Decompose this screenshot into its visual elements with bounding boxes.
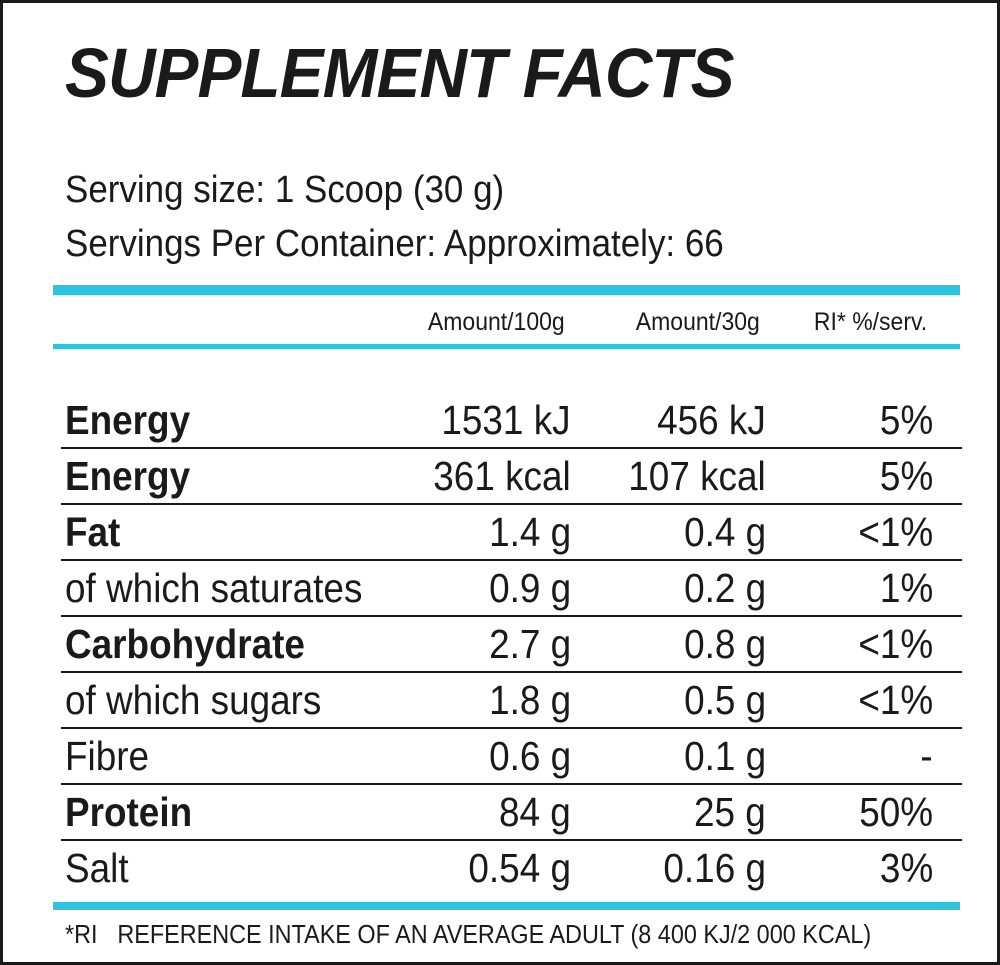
- amount-per-30g: 25 g: [694, 789, 766, 835]
- column-header-per30: Amount/30g: [635, 308, 760, 336]
- footnote-text: REFERENCE INTAKE OF AN AVERAGE ADULT (8 …: [117, 919, 872, 949]
- amount-per-100g: 0.6 g: [488, 733, 571, 779]
- bottom-divider: [53, 902, 960, 910]
- amount-per-30g: 0.16 g: [663, 845, 766, 891]
- amount-per-30g: 0.4 g: [683, 509, 766, 555]
- table-row: of which sugars 1.8 g 0.5 g <1%: [3, 673, 1000, 729]
- nutrient-name: Fibre: [65, 733, 150, 779]
- amount-per-100g: 0.54 g: [468, 845, 571, 891]
- reference-intake-percent: 1%: [879, 565, 933, 611]
- amount-per-30g: 0.8 g: [683, 621, 766, 667]
- nutrient-name: of which sugars: [65, 677, 322, 723]
- row-divider: [61, 839, 962, 841]
- nutrition-table: Energy 1531 kJ 456 kJ 5% Energy 361 kcal 107 k…: [3, 393, 1000, 897]
- amount-per-100g: 361 kcal: [433, 453, 571, 499]
- servings-per-container: Servings Per Container: Approximately: 6…: [65, 223, 724, 265]
- reference-intake-percent: 5%: [879, 397, 933, 443]
- amount-per-100g: 1531 kJ: [441, 397, 571, 443]
- row-divider: [61, 447, 962, 449]
- amount-per-100g: 0.9 g: [488, 565, 571, 611]
- reference-intake-percent: 3%: [879, 845, 933, 891]
- amount-per-30g: 0.1 g: [683, 733, 766, 779]
- table-row: Salt 0.54 g 0.16 g 3%: [3, 841, 1000, 897]
- table-row: Fibre 0.6 g 0.1 g -: [3, 729, 1000, 785]
- nutrient-name: Energy: [65, 453, 191, 499]
- nutrient-name: Energy: [65, 397, 191, 443]
- reference-intake-percent: <1%: [858, 509, 933, 555]
- table-row: of which saturates 0.9 g 0.2 g 1%: [3, 561, 1000, 617]
- amount-per-30g: 0.5 g: [683, 677, 766, 723]
- reference-intake-percent: -: [920, 733, 933, 779]
- column-header-per100: Amount/100g: [428, 308, 565, 336]
- amount-per-100g: 1.4 g: [488, 509, 571, 555]
- nutrient-name: Salt: [65, 845, 129, 891]
- row-divider: [61, 559, 962, 561]
- serving-size: Serving size: 1 Scoop (30 g): [65, 169, 505, 211]
- nutrient-name: Carbohydrate: [65, 621, 305, 667]
- amount-per-100g: 1.8 g: [488, 677, 571, 723]
- row-divider: [61, 503, 962, 505]
- reference-intake-percent: <1%: [858, 677, 933, 723]
- reference-intake-percent: 5%: [879, 453, 933, 499]
- table-row: Protein 84 g 25 g 50%: [3, 785, 1000, 841]
- table-row: Fat 1.4 g 0.4 g <1%: [3, 505, 1000, 561]
- row-divider: [61, 615, 962, 617]
- table-row: Carbohydrate 2.7 g 0.8 g <1%: [3, 617, 1000, 673]
- header-divider: [53, 344, 960, 349]
- row-divider: [61, 783, 962, 785]
- page-title: SUPPLEMENT FACTS: [65, 34, 735, 112]
- nutrient-name: of which saturates: [65, 565, 363, 611]
- reference-intake-percent: 50%: [859, 789, 933, 835]
- table-row: Energy 1531 kJ 456 kJ 5%: [3, 393, 1000, 449]
- footnote: *RI REFERENCE INTAKE OF AN AVERAGE ADULT …: [65, 919, 871, 950]
- nutrient-name: Protein: [65, 789, 193, 835]
- top-divider: [53, 285, 960, 295]
- column-header-ri: RI* %/serv.: [813, 308, 927, 336]
- amount-per-30g: 0.2 g: [683, 565, 766, 611]
- serving-info: Serving size: 1 Scoop (30 g) Servings Pe…: [65, 163, 724, 271]
- amount-per-30g: 107 kcal: [628, 453, 766, 499]
- table-row: Energy 361 kcal 107 kcal 5%: [3, 449, 1000, 505]
- amount-per-30g: 456 kJ: [657, 397, 766, 443]
- reference-intake-percent: <1%: [858, 621, 933, 667]
- row-divider: [61, 727, 962, 729]
- amount-per-100g: 2.7 g: [488, 621, 571, 667]
- nutrient-name: Fat: [65, 509, 121, 555]
- row-divider: [61, 671, 962, 673]
- footnote-marker: *RI: [65, 919, 98, 949]
- amount-per-100g: 84 g: [499, 789, 571, 835]
